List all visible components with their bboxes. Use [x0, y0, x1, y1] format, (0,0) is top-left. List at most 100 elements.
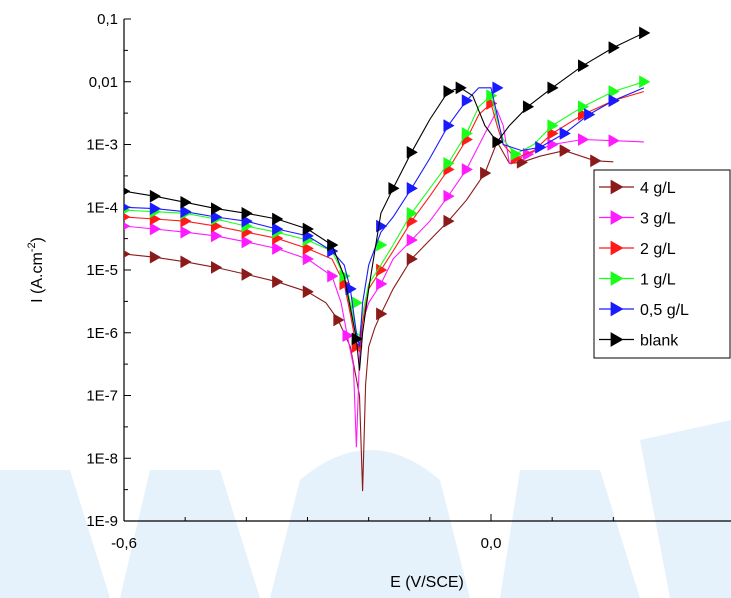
series-1 [124, 109, 644, 448]
series-marker [406, 181, 418, 195]
y-tick-label: 1E-7 [86, 388, 118, 405]
tick-labels: 1E-9 1E-8 1E-7 1E-6 1E-5 1E-4 1E-3 0,01 0,1 -0,6 0… [86, 11, 501, 552]
series-marker [480, 166, 492, 180]
series-marker [302, 242, 315, 255]
y-axis-title-sup: -2 [26, 242, 38, 252]
series-marker [241, 206, 253, 220]
legend-item: blank [599, 332, 679, 350]
series-marker [461, 163, 474, 176]
series-marker [443, 214, 455, 228]
series-marker [241, 267, 253, 281]
legend-item: 0,5 g/L [599, 301, 689, 319]
series-marker [608, 85, 620, 98]
series-marker [406, 252, 418, 266]
series-marker [547, 119, 559, 133]
axis-titles: E (V/SCE) I (A.cm-2) [26, 237, 464, 591]
series-4 [124, 81, 645, 347]
y-tick-label: 1E-5 [86, 262, 118, 279]
series-marker [333, 313, 345, 327]
y-axis-title-main: I (A.cm [29, 252, 46, 303]
series-marker [376, 307, 388, 321]
series-marker [492, 135, 504, 149]
y-tick-label: 0,01 [89, 74, 118, 91]
legend-marker [610, 271, 624, 286]
series-marker [559, 127, 571, 140]
y-tick-label: 1E-4 [86, 199, 118, 216]
series-marker [406, 206, 418, 220]
series-marker [124, 187, 131, 195]
series-marker [211, 229, 223, 243]
series-marker [351, 296, 363, 310]
legend-marker [610, 240, 624, 256]
series-marker [272, 222, 284, 236]
series-marker [578, 59, 590, 73]
series-marker [590, 154, 602, 168]
legend-label: 1 g/L [640, 272, 676, 289]
series-0 [124, 140, 614, 492]
series-line [124, 140, 614, 492]
series-marker [443, 119, 455, 133]
y-axis-title-close: ) [29, 237, 46, 242]
legend-item: 2 g/L [599, 240, 676, 258]
series-marker [180, 214, 192, 228]
series-marker [406, 145, 418, 159]
series-marker [584, 108, 596, 121]
legend-box [593, 169, 731, 359]
series-marker [149, 250, 162, 264]
y-tick-label: 0,1 [97, 11, 118, 28]
series-marker [461, 94, 474, 108]
series-marker [124, 203, 131, 211]
series-marker [241, 214, 253, 228]
legend-label: 2 g/L [640, 241, 676, 258]
series-marker [211, 202, 223, 216]
series-marker [149, 202, 162, 216]
y-tick-label: 1E-8 [86, 450, 118, 467]
series-marker [241, 235, 253, 249]
series-marker [272, 212, 284, 226]
series-marker [272, 275, 284, 289]
series-5 [124, 26, 651, 371]
y-tick-label: 1E-6 [86, 325, 118, 342]
series-line [124, 109, 644, 448]
series-marker [327, 269, 339, 283]
series-marker [211, 260, 223, 274]
series-marker [376, 277, 388, 291]
series-marker [124, 213, 131, 221]
series-marker [578, 100, 590, 114]
series-marker [510, 147, 522, 161]
x-axis-title: E (V/SCE) [390, 574, 464, 591]
series-marker [302, 252, 315, 266]
series-marker [578, 133, 590, 146]
series-marker [522, 147, 535, 161]
legend-marker [610, 301, 624, 317]
legend-marker [610, 210, 624, 225]
y-tick-label: 1E-3 [86, 137, 118, 154]
series-marker [578, 108, 590, 121]
series-marker [345, 282, 357, 296]
series-marker [342, 329, 354, 343]
series-marker [608, 94, 620, 108]
legend-item: 1 g/L [599, 271, 676, 289]
series-marker [406, 233, 418, 247]
legend: 4 g/L 3 g/L 2 g/L 1 g/L 0,5 g/L blank [593, 169, 731, 359]
legend-marker [610, 179, 624, 195]
series-line [124, 32, 645, 371]
axes [123, 18, 731, 522]
series-marker [608, 41, 620, 55]
series-marker [547, 127, 559, 140]
y-axis-title: I (A.cm-2) [26, 237, 46, 303]
series-marker [443, 189, 455, 203]
series-marker [559, 144, 571, 158]
series-marker [535, 140, 547, 154]
legend-label: 0,5 g/L [640, 302, 689, 319]
legend-item: 3 g/L [599, 210, 676, 228]
legend-label: blank [640, 333, 679, 350]
series-marker [639, 26, 651, 40]
legend-item: 4 g/L [599, 179, 676, 197]
series-marker [149, 222, 162, 236]
legend-label: 4 g/L [640, 180, 676, 197]
x-tick-label: -0,6 [111, 535, 137, 552]
series-marker [180, 225, 192, 239]
